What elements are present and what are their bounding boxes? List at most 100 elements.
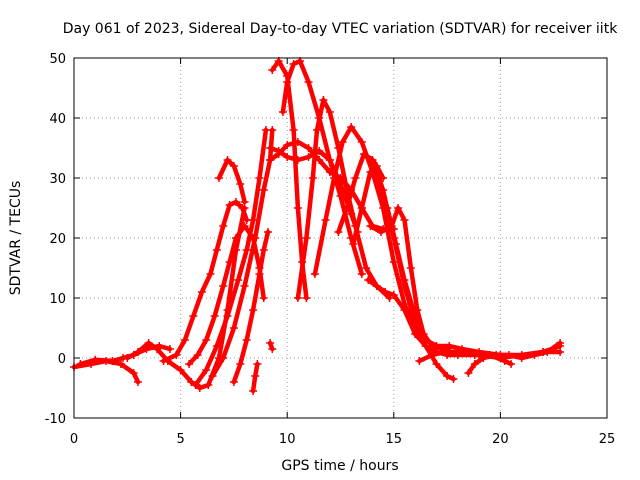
data-point-marker [242, 336, 251, 344]
data-point-marker [391, 240, 400, 248]
data-point-marker [366, 168, 375, 176]
data-point-marker [362, 264, 371, 272]
data-point-marker [464, 369, 473, 377]
series-trace-19 [351, 169, 456, 382]
data-point-marker [206, 270, 215, 278]
data-point-marker [268, 66, 277, 74]
data-point-marker [419, 330, 428, 338]
data-point-marker [180, 336, 189, 344]
data-point-marker [234, 276, 243, 284]
x-tick-label: 20 [492, 432, 509, 447]
data-point-marker [219, 282, 228, 290]
data-point-marker [293, 294, 302, 302]
data-point-marker [264, 228, 273, 236]
data-point-marker [383, 204, 392, 212]
data-point-marker [400, 276, 409, 284]
data-point-marker [321, 216, 330, 224]
data-point-marker [251, 234, 260, 242]
data-point-marker [507, 360, 516, 368]
data-point-marker [129, 369, 138, 377]
data-point-marker [400, 216, 409, 224]
series-trace-21 [365, 277, 563, 361]
data-point-marker [302, 294, 311, 302]
x-tick-label: 15 [386, 432, 403, 447]
data-point-marker [310, 270, 319, 278]
data-point-marker [336, 192, 345, 200]
data-point-marker [153, 345, 162, 353]
data-point-marker [543, 348, 552, 356]
data-point-marker [530, 351, 539, 359]
data-point-marker [208, 372, 217, 380]
data-point-marker [500, 357, 509, 365]
data-point-marker [342, 186, 351, 194]
data-point-marker [479, 354, 488, 362]
data-point-marker [212, 246, 221, 254]
data-point-marker [289, 60, 298, 68]
data-point-marker [229, 162, 238, 170]
data-point-marker [144, 339, 153, 347]
data-point-marker [283, 141, 292, 149]
data-point-marker [189, 312, 198, 320]
data-point-marker [453, 348, 462, 356]
x-axis-label: GPS time / hours [281, 458, 398, 474]
data-point-marker [504, 351, 513, 359]
y-tick-label: 50 [49, 52, 66, 67]
data-point-marker [259, 246, 268, 254]
data-point-marker [313, 126, 322, 134]
data-point-marker [379, 174, 388, 182]
data-point-marker [308, 174, 317, 182]
data-point-marker [440, 348, 449, 356]
data-point-marker [159, 357, 168, 365]
data-point-marker [236, 180, 245, 188]
data-point-marker [364, 276, 373, 284]
data-point-marker [325, 108, 334, 116]
data-point-marker [347, 123, 356, 131]
axis-ticks: 0 5 10 15 20 25 -10 0 10 20 30 40 50 [45, 52, 616, 447]
data-point-marker [366, 222, 375, 230]
y-tick-label: 20 [49, 232, 66, 247]
data-point-marker [240, 222, 249, 230]
data-point-marker [165, 345, 174, 353]
series-trace-16 [295, 97, 392, 301]
data-point-marker [389, 291, 398, 299]
data-point-marker [266, 339, 275, 347]
data-point-marker [259, 294, 268, 302]
data-point-marker [236, 360, 245, 368]
data-point-marker [357, 138, 366, 146]
data-point-marker [443, 372, 452, 380]
data-point-marker [219, 354, 228, 362]
data-point-marker [238, 204, 247, 212]
data-point-marker [372, 282, 381, 290]
data-point-marker [172, 351, 181, 359]
data-point-marker [334, 228, 343, 236]
data-point-marker [368, 156, 377, 164]
data-point-marker [255, 270, 264, 278]
data-point-marker [259, 186, 268, 194]
data-point-marker [445, 342, 454, 350]
data-point-marker [394, 204, 403, 212]
data-point-marker [249, 306, 258, 314]
series-trace-18 [336, 151, 563, 358]
data-point-marker [357, 204, 366, 212]
data-point-marker [293, 204, 302, 212]
data-point-marker [411, 330, 420, 338]
data-point-marker [187, 378, 196, 386]
data-point-marker [232, 198, 241, 206]
data-point-marker [359, 150, 368, 158]
data-point-marker [319, 96, 328, 104]
data-point-marker [249, 387, 258, 395]
data-point-marker [108, 357, 117, 365]
data-point-marker [338, 138, 347, 146]
y-tick-label: -10 [45, 412, 66, 427]
data-point-marker [223, 312, 232, 320]
series-trace-20 [368, 205, 446, 352]
data-point-marker [330, 174, 339, 182]
data-point-marker [266, 156, 275, 164]
data-point-marker [229, 378, 238, 386]
data-point-marker [432, 360, 441, 368]
data-point-marker [268, 126, 277, 134]
chart-title: Day 061 of 2023, Sidereal Day-to-day VTE… [63, 21, 618, 37]
data-point-marker [556, 339, 565, 347]
data-point-marker [229, 324, 238, 332]
